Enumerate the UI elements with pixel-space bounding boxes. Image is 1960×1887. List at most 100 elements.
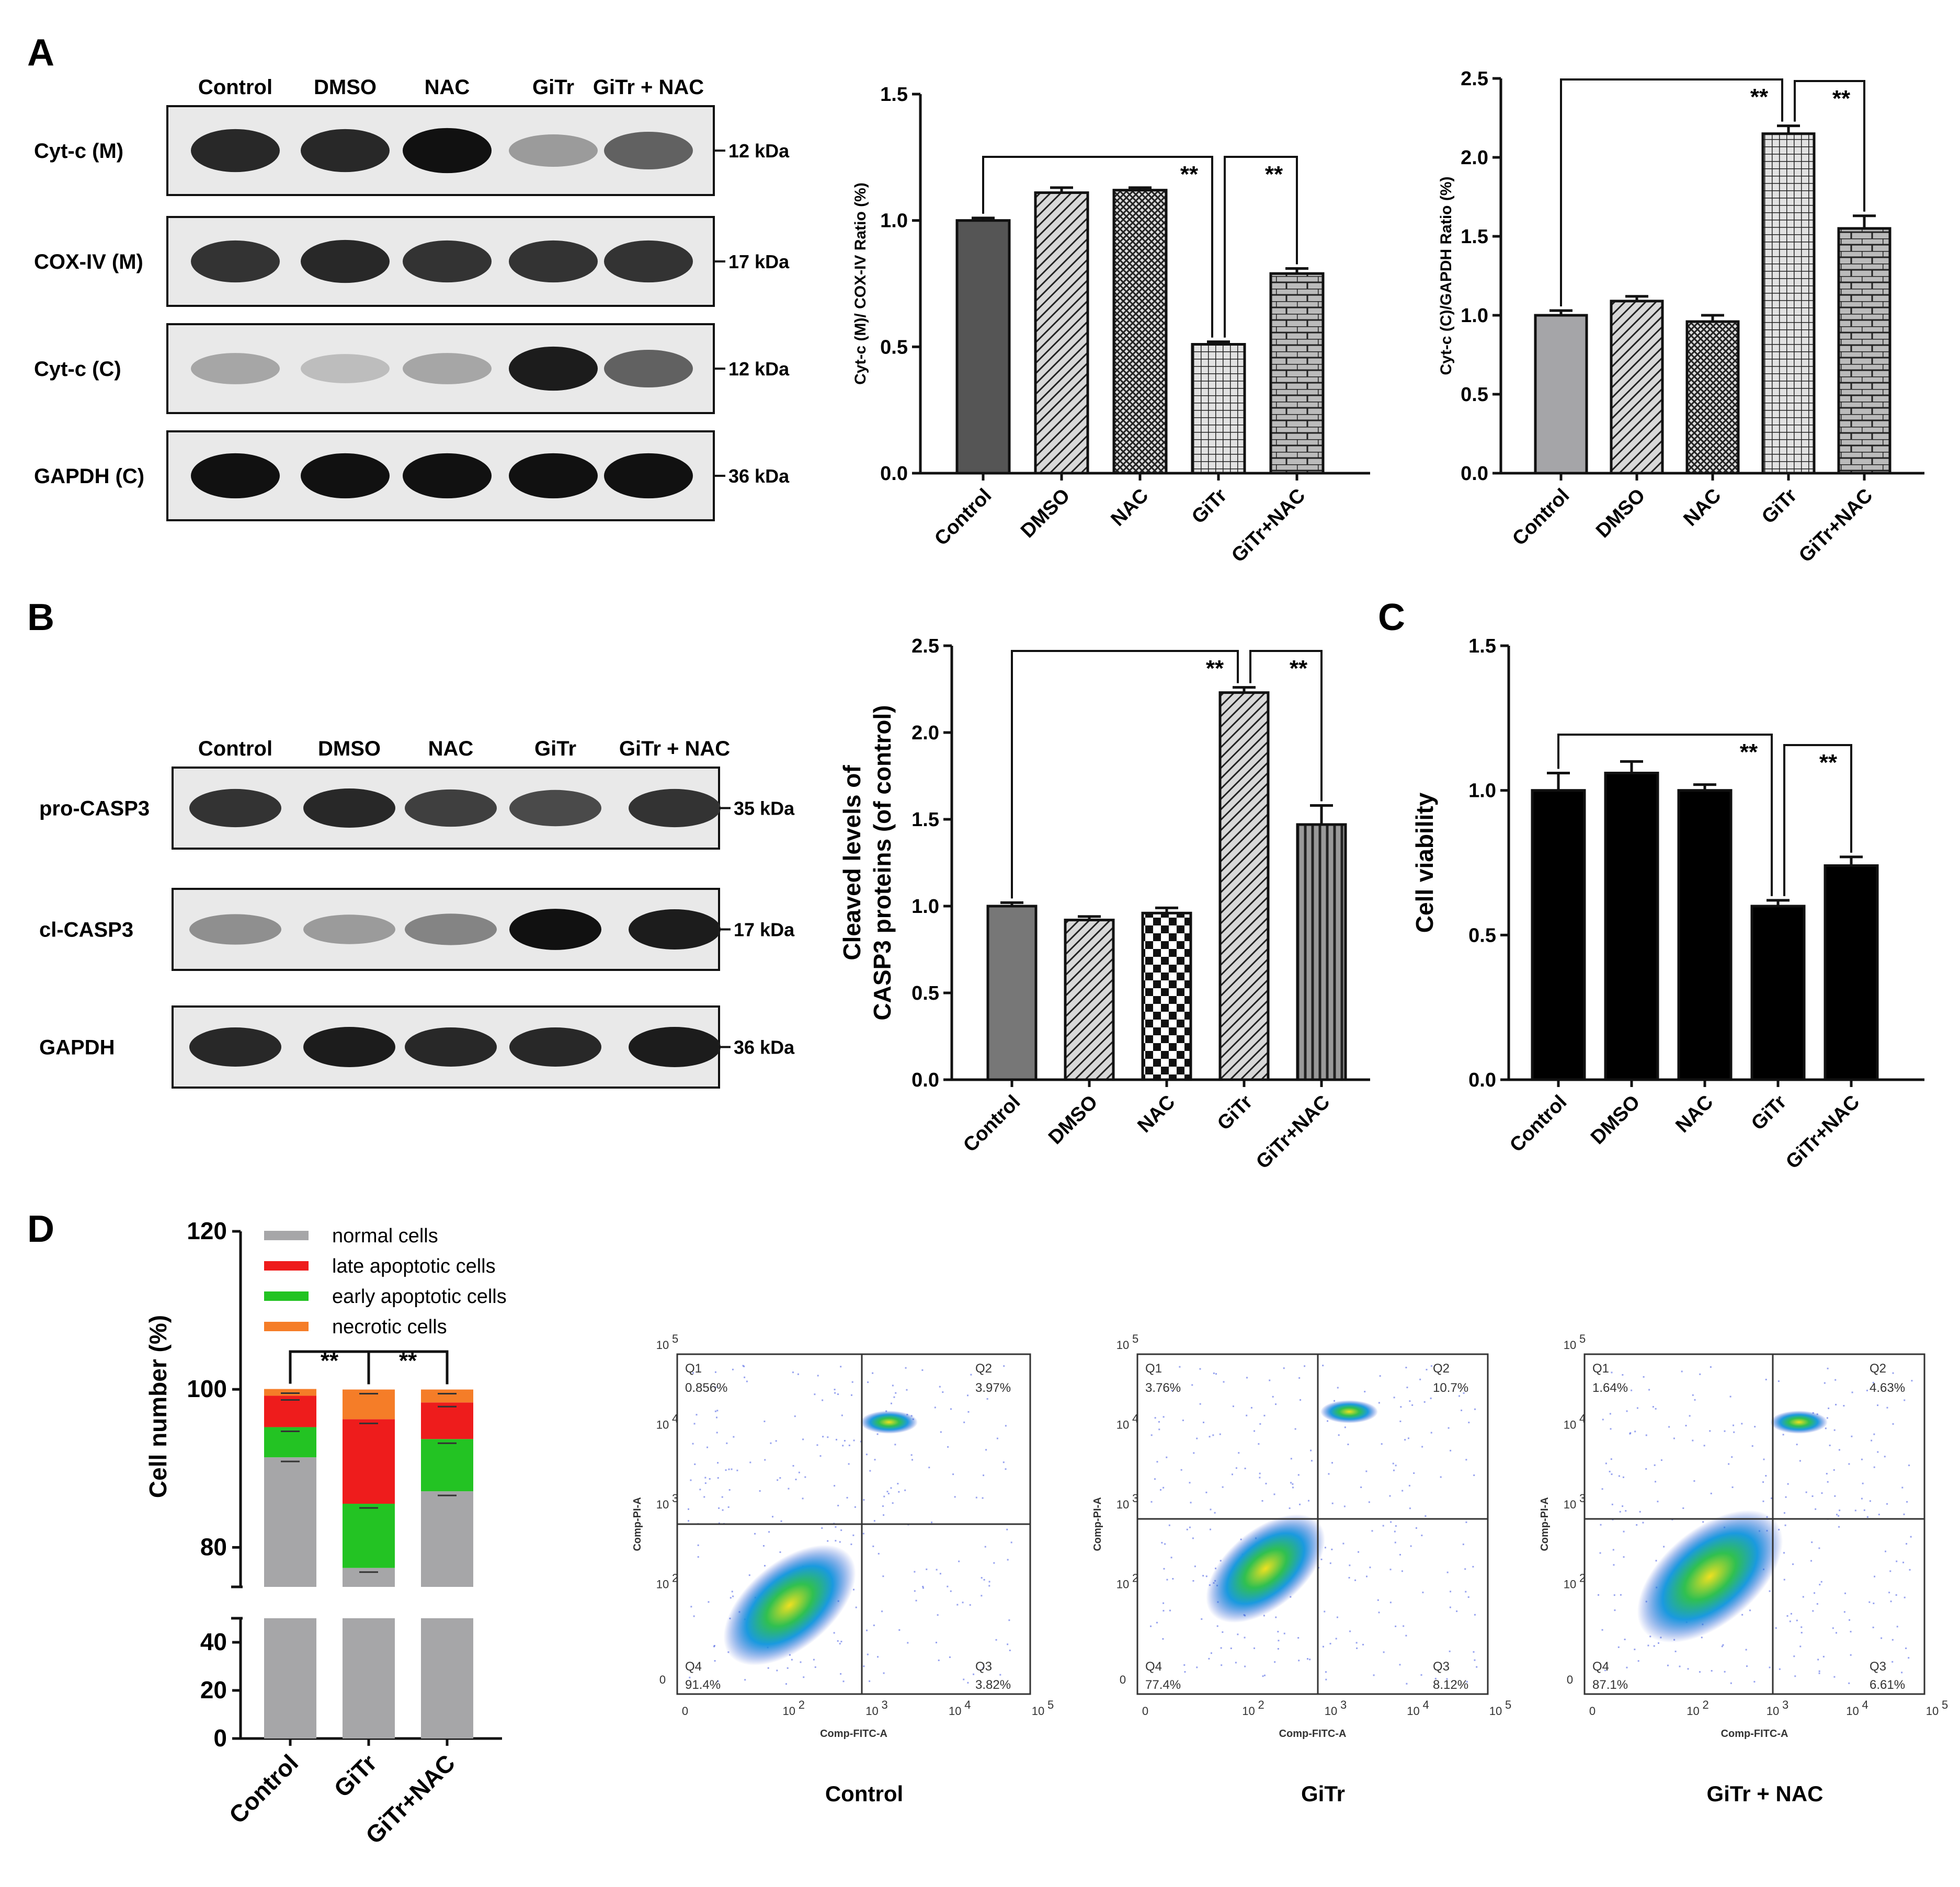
flow-event: [1261, 1500, 1263, 1502]
lane-label: GiTr + NAC: [619, 737, 730, 760]
flow-event: [988, 1585, 990, 1587]
flow-event: [842, 1445, 844, 1447]
flow-event: [1007, 1643, 1009, 1645]
flow-event: [1784, 1524, 1786, 1526]
flow-event: [1338, 1434, 1340, 1436]
flow-y-tick-exponent: 2: [1132, 1572, 1138, 1585]
flow-event: [1854, 1509, 1856, 1512]
flow-event: [1710, 1366, 1712, 1368]
blot-band: [301, 453, 390, 499]
flow-y-tick-exponent: 3: [672, 1492, 678, 1505]
flow-event: [1622, 1505, 1624, 1507]
flow-event: [1850, 1631, 1852, 1633]
flow-event: [1626, 1666, 1628, 1668]
flow-event: [1667, 1664, 1669, 1666]
flow-event: [865, 1454, 868, 1456]
flow-event: [1342, 1542, 1344, 1545]
flow-event: [1599, 1552, 1601, 1554]
y-tick-label: 1.0: [1461, 305, 1488, 327]
flow-event: [1277, 1631, 1279, 1633]
significance-bracket: [367, 1350, 449, 1385]
flow-event: [1382, 1525, 1384, 1527]
flow-event: [848, 1463, 850, 1465]
flow-event: [1259, 1423, 1261, 1425]
flow-event: [936, 1569, 938, 1571]
flow-event: [732, 1595, 734, 1597]
flow-event: [728, 1468, 730, 1470]
flow-event: [1731, 1456, 1733, 1458]
flow-event: [1150, 1434, 1153, 1436]
flow-x-tick-exponent: 5: [1942, 1698, 1948, 1711]
flow-event: [785, 1683, 787, 1685]
y-tick-label: 0: [213, 1724, 227, 1752]
flow-event: [1824, 1382, 1826, 1384]
flow-event: [1637, 1660, 1639, 1662]
flow-event: [1827, 1481, 1829, 1483]
flow-event: [855, 1606, 857, 1608]
flow-event: [973, 1673, 975, 1675]
bar: [1531, 789, 1586, 1081]
flow-event: [1643, 1376, 1645, 1378]
flow-event: [1818, 1547, 1820, 1549]
flow-event: [867, 1381, 869, 1383]
kda-label: 17 kDa: [734, 919, 795, 941]
flow-event: [1709, 1430, 1711, 1432]
flow-x-tick-label: 10: [1242, 1705, 1255, 1718]
y-tick-label: 0.5: [911, 982, 939, 1004]
flow-event: [1289, 1507, 1291, 1509]
flow-event: [1331, 1462, 1334, 1464]
flow-event: [1275, 1403, 1277, 1405]
flow-event: [817, 1375, 819, 1377]
flow-event: [1202, 1575, 1204, 1577]
flow-event: [1820, 1581, 1822, 1583]
flow-event: [1721, 1645, 1723, 1648]
flow-event: [1377, 1599, 1379, 1601]
western-blot-b: Control DMSO NAC GiTr GiTr + NAC pro-CASP3 35 …: [39, 737, 795, 1089]
flow-event: [1237, 1633, 1239, 1636]
flow-event: [688, 1520, 690, 1522]
flow-event: [1873, 1603, 1875, 1605]
quadrant-value: 3.76%: [1145, 1381, 1181, 1395]
flow-event: [1006, 1528, 1008, 1530]
flow-event: [1191, 1384, 1193, 1386]
flow-event: [1682, 1507, 1684, 1509]
flow-event: [764, 1420, 766, 1422]
flow-event: [1223, 1381, 1225, 1383]
flow-y-tick-exponent: 5: [1132, 1332, 1138, 1345]
flow-event: [1741, 1423, 1743, 1425]
flow-y-tick-label: 10: [1116, 1339, 1129, 1352]
flow-event: [1624, 1639, 1626, 1641]
flow-event: [716, 1432, 718, 1434]
flow-event: [1829, 1444, 1831, 1446]
flow-event: [1762, 1500, 1764, 1502]
bar: [1534, 314, 1588, 475]
flow-event: [1889, 1570, 1891, 1572]
quadrant-name: Q3: [1433, 1660, 1450, 1674]
x-tick-label: NAC: [1671, 1091, 1717, 1137]
flow-event: [1779, 1668, 1781, 1670]
flow-event: [1903, 1513, 1905, 1515]
flow-event: [1430, 1397, 1432, 1399]
flow-event: [1231, 1473, 1233, 1476]
blot-row-label: cl-CASP3: [39, 919, 133, 942]
flow-event: [1458, 1395, 1461, 1397]
flow-event: [1258, 1443, 1260, 1445]
panel-letter-b: B: [27, 597, 54, 638]
flow-event: [704, 1482, 706, 1484]
flow-y-tick-exponent: 2: [1579, 1572, 1586, 1585]
flow-event: [1003, 1365, 1005, 1367]
flow-event: [1331, 1502, 1334, 1504]
flow-event: [787, 1667, 789, 1669]
flow-event: [1425, 1515, 1427, 1517]
flow-event: [1888, 1592, 1890, 1594]
bar: [1824, 864, 1879, 1081]
flow-event: [970, 1374, 972, 1376]
flow-event: [803, 1676, 805, 1678]
flow-event: [1214, 1512, 1216, 1514]
significance-label: **: [1290, 656, 1308, 681]
flow-event: [863, 1665, 865, 1667]
y-tick-label: 0.0: [880, 463, 908, 485]
flow-event: [716, 1416, 717, 1419]
flow-event: [802, 1497, 804, 1500]
flow-y-label: Comp-PI-A: [1092, 1497, 1103, 1551]
